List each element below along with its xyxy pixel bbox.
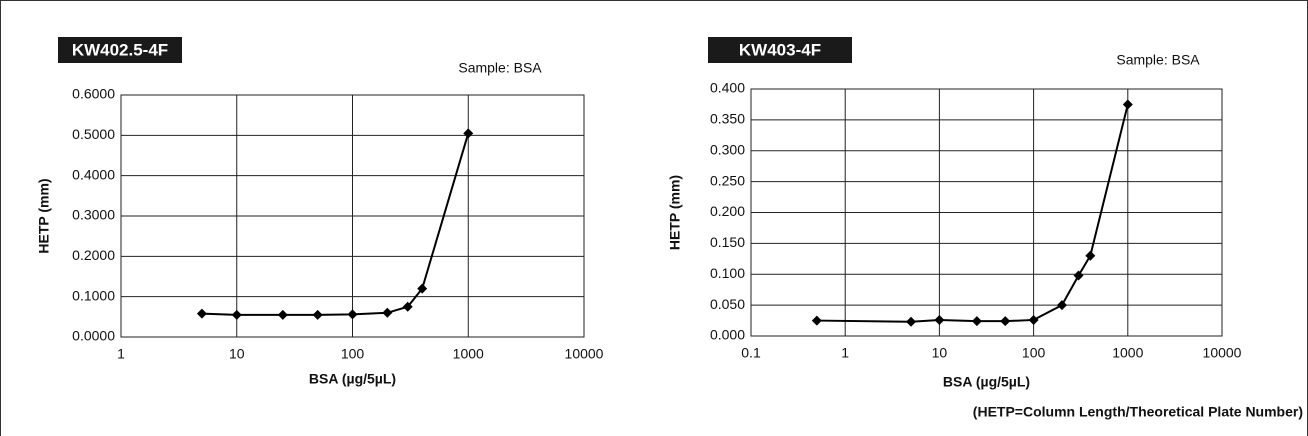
- data-line: [201, 133, 470, 316]
- chart-title: KW403-4F: [739, 40, 821, 59]
- y-tick-label: 0.350: [710, 111, 745, 127]
- y-tick-label: 0.200: [710, 203, 745, 219]
- x-tick-label: 10000: [565, 346, 604, 362]
- data-point: [1073, 270, 1084, 281]
- x-tick-label: 100: [341, 346, 365, 362]
- chart-subtitle: Sample: BSA: [1116, 52, 1200, 68]
- y-tick-label: 0.4000: [72, 166, 115, 182]
- data-point: [1000, 316, 1011, 327]
- y-tick-label: 0.400: [710, 80, 745, 96]
- data-point: [417, 283, 428, 294]
- data-point: [906, 316, 917, 327]
- data-point: [1085, 250, 1096, 261]
- x-tick-label: 1: [841, 345, 849, 361]
- data-point: [934, 314, 945, 325]
- data-point: [231, 309, 242, 320]
- x-axis-label: BSA (µg/5µL): [309, 371, 396, 387]
- y-tick-label: 0.1000: [72, 287, 115, 303]
- data-point: [312, 309, 323, 320]
- data-point: [971, 316, 982, 327]
- footnote: (HETP=Column Length/Theoretical Plate Nu…: [973, 404, 1303, 420]
- x-tick-label: 1000: [453, 346, 484, 362]
- title-box: [58, 37, 182, 63]
- x-tick-label: 10000: [1203, 345, 1242, 361]
- data-point: [196, 308, 207, 319]
- data-point: [1056, 300, 1067, 311]
- y-tick-label: 0.100: [710, 265, 745, 281]
- x-tick-label: 1: [117, 346, 125, 362]
- y-tick-label: 0.2000: [72, 247, 115, 263]
- y-tick-label: 0.000: [710, 327, 745, 343]
- x-tick-label: 100: [1022, 345, 1046, 361]
- x-tick-label: 0.1: [741, 345, 761, 361]
- y-tick-label: 0.6000: [72, 86, 115, 102]
- data-line: [816, 104, 1129, 323]
- x-tick-label: 1000: [1112, 345, 1143, 361]
- x-tick-label: 10: [229, 346, 245, 362]
- data-point: [463, 128, 474, 139]
- y-tick-label: 0.0000: [72, 328, 115, 344]
- x-axis-label: BSA (µg/5µL): [943, 374, 1030, 390]
- data-point: [402, 301, 413, 312]
- y-tick-label: 0.050: [710, 296, 745, 312]
- data-point: [277, 309, 288, 320]
- chart-title: KW402.5-4F: [72, 40, 168, 59]
- title-box: [708, 37, 852, 63]
- y-tick-label: 0.150: [710, 234, 745, 250]
- data-point: [382, 307, 393, 318]
- y-tick-label: 0.300: [710, 141, 745, 157]
- y-tick-label: 0.3000: [72, 207, 115, 223]
- x-tick-label: 10: [932, 345, 948, 361]
- chart-subtitle: Sample: BSA: [458, 60, 542, 76]
- data-point: [347, 309, 358, 320]
- data-point: [1028, 314, 1039, 325]
- y-axis-label: HETP (mm): [667, 175, 683, 250]
- data-point: [811, 315, 822, 326]
- y-axis-label: HETP (mm): [36, 178, 52, 253]
- data-point: [1122, 99, 1133, 110]
- y-tick-label: 0.250: [710, 172, 745, 188]
- y-tick-label: 0.5000: [72, 126, 115, 142]
